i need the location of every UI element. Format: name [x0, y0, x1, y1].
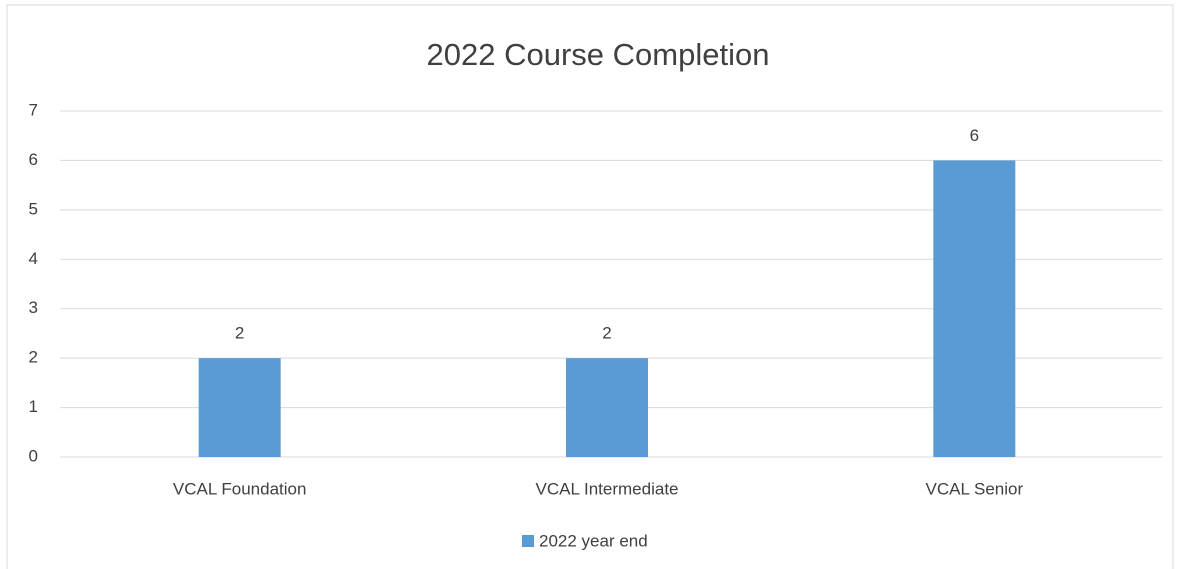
legend-label: 2022 year end: [539, 531, 648, 550]
y-tick-label: 2: [29, 348, 38, 367]
bar: [198, 358, 281, 457]
y-tick-label: 0: [29, 446, 38, 465]
data-label: 2: [235, 324, 244, 343]
data-label: 2: [602, 324, 611, 343]
y-tick-label: 7: [29, 100, 38, 119]
y-tick-label: 1: [29, 397, 38, 416]
x-tick-label: VCAL Intermediate: [536, 479, 679, 498]
bar: [933, 160, 1016, 457]
legend-swatch: [522, 535, 534, 547]
y-tick-label: 5: [29, 199, 38, 218]
y-tick-label: 4: [29, 249, 38, 268]
bar: [566, 358, 648, 457]
y-tick-label: 3: [29, 298, 38, 317]
x-tick-label: VCAL Senior: [926, 479, 1024, 498]
chart-title: 2022 Course Completion: [427, 37, 770, 72]
data-label: 6: [970, 126, 979, 145]
x-tick-label: VCAL Foundation: [173, 479, 307, 498]
y-tick-label: 6: [29, 150, 38, 169]
